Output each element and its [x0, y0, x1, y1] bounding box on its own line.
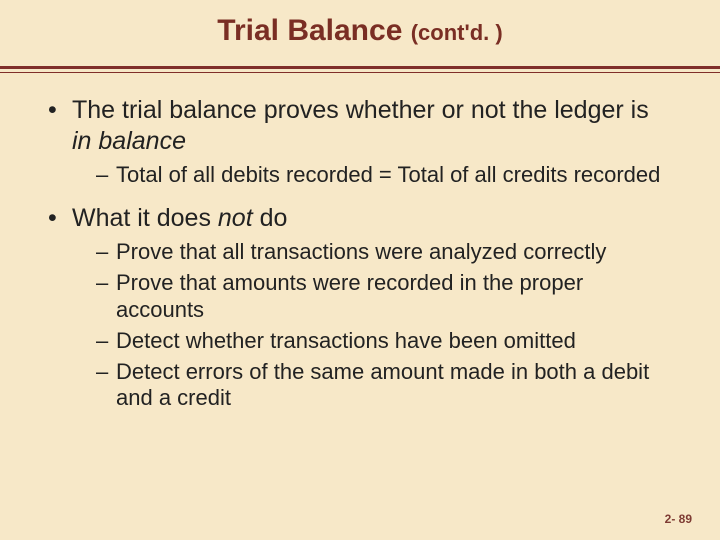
slide-title-sub: (cont'd. ) — [411, 20, 503, 45]
title-area: Trial Balance (cont'd. ) — [0, 0, 720, 56]
bullet-item: What it does not do Prove that all trans… — [46, 203, 674, 412]
rule-thick — [0, 66, 720, 69]
bullet-text-ital: in balance — [72, 127, 186, 155]
sub-bullet-item: Detect errors of the same amount made in… — [96, 359, 674, 413]
sub-bullet-item: Prove that amounts were recorded in the … — [96, 270, 674, 324]
content-area: The trial balance proves whether or not … — [0, 73, 720, 412]
slide: Trial Balance (cont'd. ) The trial balan… — [0, 0, 720, 540]
sub-bullet-text: Prove that amounts were recorded in the … — [116, 270, 583, 322]
title-rules — [0, 66, 720, 73]
bullet-list: The trial balance proves whether or not … — [46, 95, 674, 412]
sub-bullet-text: Prove that all transactions were analyze… — [116, 239, 606, 264]
bullet-item: The trial balance proves whether or not … — [46, 95, 674, 189]
slide-title: Trial Balance — [217, 14, 410, 47]
bullet-text-ital: not — [218, 204, 253, 232]
sub-bullet-text: Detect errors of the same amount made in… — [116, 359, 649, 411]
bullet-text-pre: What it does — [72, 204, 218, 232]
sub-bullet-text: Total of all debits recorded = Total of … — [116, 162, 660, 187]
bullet-text-post: do — [253, 204, 288, 232]
slide-number: 2- 89 — [665, 512, 692, 526]
sub-bullet-list: Prove that all transactions were analyze… — [72, 239, 674, 412]
sub-bullet-item: Prove that all transactions were analyze… — [96, 239, 674, 266]
sub-bullet-item: Total of all debits recorded = Total of … — [96, 162, 674, 189]
bullet-text-pre: The trial balance proves whether or not … — [72, 96, 649, 124]
sub-bullet-text: Detect whether transactions have been om… — [116, 328, 576, 353]
sub-bullet-item: Detect whether transactions have been om… — [96, 328, 674, 355]
sub-bullet-list: Total of all debits recorded = Total of … — [72, 162, 674, 189]
